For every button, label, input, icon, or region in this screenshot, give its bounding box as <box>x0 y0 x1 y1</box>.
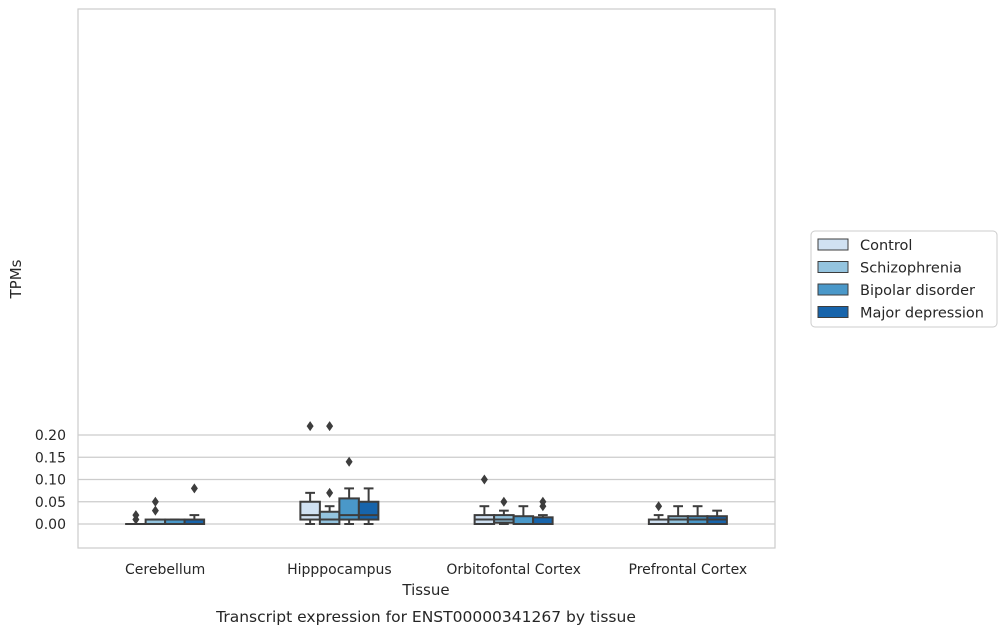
outlier-point <box>326 487 334 498</box>
box-body <box>532 516 554 526</box>
outlier-point <box>190 483 198 494</box>
x-tick-label: Prefrontal Cortex <box>629 562 748 578</box>
chart-caption: Transcript expression for ENST0000034126… <box>215 608 636 626</box>
x-tick-label: Orbitofontal Cortex <box>446 562 581 578</box>
plot-frame <box>77 8 776 549</box>
outlier-point <box>500 496 508 507</box>
legend-swatch <box>817 283 849 296</box>
box-0-2 <box>473 474 496 525</box>
x-axis-ticks: Cerebellum Hipppocampus Orbitofontal Corte… <box>125 562 747 578</box>
legend-swatch <box>817 261 849 273</box>
legend-label: Bipolar disorder <box>860 283 975 299</box>
box-1-3 <box>667 505 689 526</box>
y-tick-label: 0.15 <box>35 450 66 466</box>
y-tick-label: 0.05 <box>35 495 66 511</box>
x-axis-title: Tissue <box>401 581 449 599</box>
legend-swatch <box>817 238 849 251</box>
outlier-point <box>326 421 334 432</box>
x-tick-label: Hipppocampus <box>287 562 392 578</box>
y-tick-label: 0.10 <box>35 473 66 489</box>
x-tick-label: Cerebellum <box>125 562 205 578</box>
outlier-point <box>539 496 547 507</box>
legend-label: Schizophrenia <box>860 261 962 277</box>
outlier-point <box>151 505 159 516</box>
box-body <box>318 510 341 526</box>
outlier-point <box>306 421 314 432</box>
outlier-point <box>132 510 140 521</box>
box-3-2 <box>532 496 554 526</box>
plot-background <box>78 9 775 548</box>
legend-label: Control <box>860 238 912 254</box>
y-tick-label: 0.20 <box>35 428 66 444</box>
box-body <box>299 500 321 521</box>
y-tick-label: 0.00 <box>35 517 66 533</box>
box-body <box>338 497 360 521</box>
box-body <box>512 515 535 526</box>
box-body <box>357 500 380 521</box>
boxes <box>125 421 728 526</box>
box-3-0 <box>183 483 206 525</box>
box-3-1 <box>357 487 380 525</box>
box-2-0 <box>164 518 186 525</box>
box-1-1 <box>318 421 341 526</box>
box-0-1 <box>299 421 321 525</box>
legend-box <box>810 230 998 328</box>
outlier-point <box>480 474 488 485</box>
outlier-point <box>345 456 353 467</box>
y-axis-title: TPMs <box>7 259 25 299</box>
y-axis-ticks: 0.00 0.05 0.10 0.15 0.20 <box>35 428 66 533</box>
outlier-point <box>151 496 159 507</box>
box-3-3 <box>706 509 728 526</box>
legend: Control Schizophrenia Bipolar disorder Majo… <box>810 230 998 328</box>
outlier-point <box>655 501 663 512</box>
legend-label: Major depression <box>860 306 984 322</box>
legend-swatch <box>817 306 849 318</box>
box-0-0 <box>125 510 147 526</box>
